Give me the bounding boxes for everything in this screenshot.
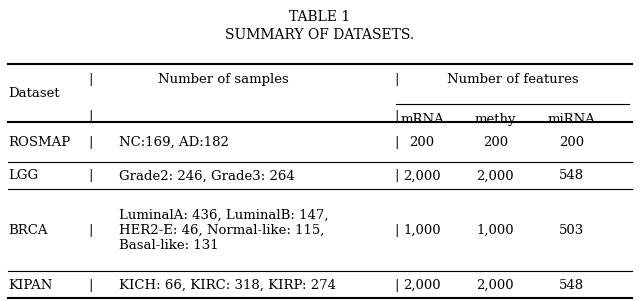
- Text: |: |: [394, 224, 399, 237]
- Text: 2,000: 2,000: [476, 169, 514, 182]
- Text: 200: 200: [410, 136, 435, 149]
- Text: 200: 200: [483, 136, 508, 149]
- Text: Dataset: Dataset: [8, 87, 60, 100]
- Text: Grade2: 246, Grade3: 264: Grade2: 246, Grade3: 264: [119, 169, 295, 182]
- Text: TABLE 1: TABLE 1: [289, 10, 351, 24]
- Text: BRCA: BRCA: [8, 224, 47, 237]
- Text: 200: 200: [559, 136, 584, 149]
- Text: |: |: [88, 279, 93, 292]
- Text: miRNA: miRNA: [548, 113, 596, 126]
- Text: |: |: [394, 279, 399, 292]
- Text: |: |: [88, 169, 93, 182]
- Text: 1,000: 1,000: [403, 224, 441, 237]
- Text: 2,000: 2,000: [403, 169, 441, 182]
- Text: KICH: 66, KIRC: 318, KIRP: 274: KICH: 66, KIRC: 318, KIRP: 274: [119, 279, 336, 292]
- Text: Number of samples: Number of samples: [157, 73, 288, 86]
- Text: methy: methy: [474, 113, 516, 126]
- Text: |: |: [394, 169, 399, 182]
- Text: |: |: [394, 73, 399, 86]
- Text: 2,000: 2,000: [403, 279, 441, 292]
- Text: |: |: [394, 110, 399, 123]
- Text: NC:169, AD:182: NC:169, AD:182: [119, 136, 229, 149]
- Text: |: |: [394, 136, 399, 149]
- Text: SUMMARY OF DATASETS.: SUMMARY OF DATASETS.: [225, 28, 415, 42]
- Text: mRNA: mRNA: [400, 113, 444, 126]
- Text: ROSMAP: ROSMAP: [8, 136, 70, 149]
- Text: 2,000: 2,000: [476, 279, 514, 292]
- Text: LGG: LGG: [8, 169, 38, 182]
- Text: 548: 548: [559, 169, 584, 182]
- Text: |: |: [88, 73, 93, 86]
- Text: 1,000: 1,000: [476, 224, 514, 237]
- Text: KIPAN: KIPAN: [8, 279, 52, 292]
- Text: 503: 503: [559, 224, 584, 237]
- Text: Number of features: Number of features: [447, 73, 579, 86]
- Text: LuminalA: 436, LuminalB: 147,
HER2-E: 46, Normal-like: 115,
Basal-like: 131: LuminalA: 436, LuminalB: 147, HER2-E: 46…: [119, 209, 329, 252]
- Text: |: |: [88, 224, 93, 237]
- Text: |: |: [88, 136, 93, 149]
- Text: |: |: [88, 110, 93, 123]
- Text: 548: 548: [559, 279, 584, 292]
